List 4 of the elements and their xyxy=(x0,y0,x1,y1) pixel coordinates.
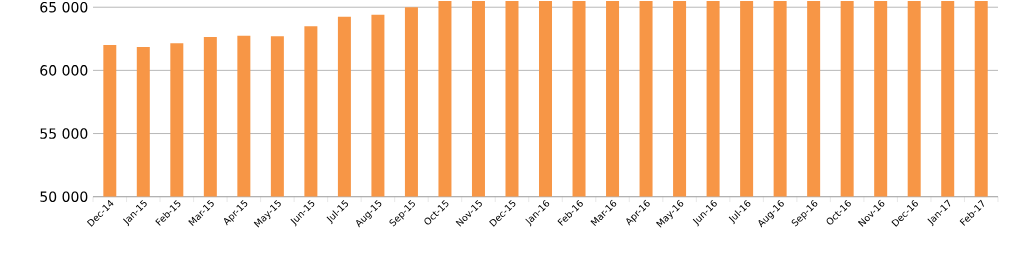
y-tick-label: 55 000 xyxy=(40,128,88,139)
y-tick-label: 65 000 xyxy=(40,1,88,13)
y-tick-label: 50 000 xyxy=(40,191,88,202)
y-tick-label: 60 000 xyxy=(40,65,88,76)
